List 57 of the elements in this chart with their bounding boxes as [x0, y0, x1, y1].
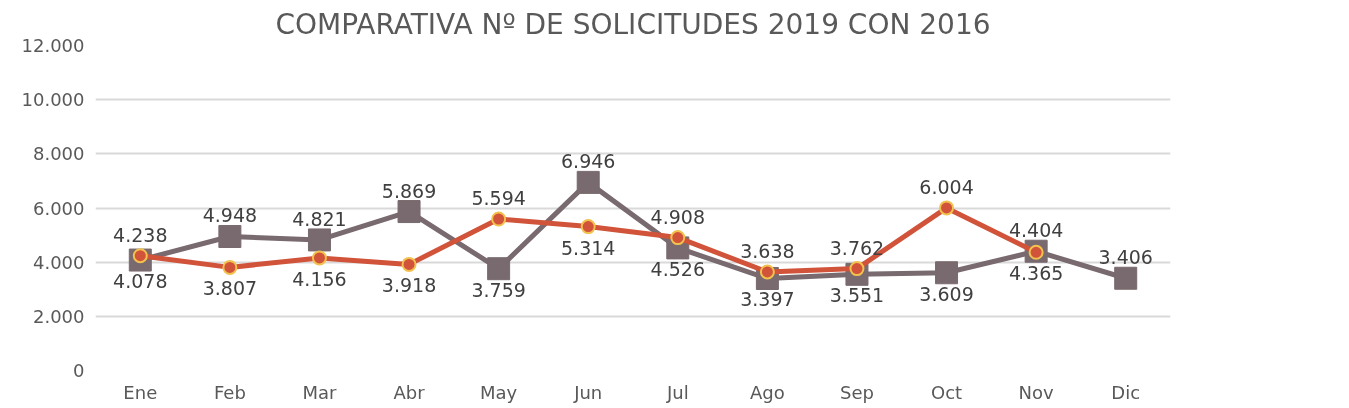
data-label: 3.807: [202, 277, 258, 300]
point: [580, 219, 596, 235]
y-tick-label: 6.000: [32, 197, 85, 219]
y-tick-label: 4.000: [32, 251, 85, 273]
data-label: 4.908: [650, 205, 705, 228]
point: [222, 259, 238, 275]
data-label: 4.404: [1008, 219, 1064, 242]
data-label: 4.948: [202, 204, 258, 227]
data-label: 5.869: [381, 179, 437, 202]
data-label: 4.078: [113, 270, 168, 293]
data-label: 3.918: [381, 274, 437, 297]
data-label: 4.238: [113, 223, 168, 246]
x-tick-label: Ago: [750, 381, 785, 403]
data-label: 3.759: [471, 278, 526, 301]
point: [311, 250, 327, 266]
point: [935, 261, 959, 285]
data-label: 3.609: [919, 282, 974, 305]
x-tick-label: Abr: [393, 381, 426, 403]
y-tick-label: 12.000: [21, 35, 85, 56]
point: [218, 224, 242, 248]
point: [939, 200, 955, 216]
data-label: 5.594: [471, 187, 526, 209]
data-label: 3.406: [1098, 246, 1153, 269]
point: [397, 200, 421, 224]
point: [1114, 266, 1138, 290]
x-tick-label: May: [480, 381, 518, 403]
chart-title: COMPARATIVA Nº DE SOLICITUDES 2019 CON 2016: [275, 7, 991, 41]
x-tick-label: Sep: [840, 381, 874, 403]
data-label: 3.397: [740, 288, 795, 311]
y-tick-label: 2.000: [32, 305, 85, 327]
x-tick-label: Feb: [213, 381, 246, 403]
x-tick-label: Jul: [665, 381, 689, 403]
x-tick-label: Jun: [573, 381, 603, 403]
data-label: 5.314: [561, 236, 616, 259]
data-label: 3.551: [829, 284, 885, 307]
point: [487, 257, 511, 281]
y-tick-label: 0: [73, 360, 85, 381]
data-label: 6.004: [919, 175, 974, 198]
point: [576, 170, 600, 194]
x-tick-label: Mar: [302, 381, 338, 403]
data-label: 3.762: [829, 236, 885, 259]
point: [670, 230, 686, 246]
x-tick-label: Oct: [930, 381, 963, 403]
data-label: 4.156: [292, 267, 347, 290]
point: [491, 211, 507, 227]
x-tick-label: Ene: [123, 381, 158, 403]
x-tick-label: Dic: [1111, 381, 1141, 403]
point: [307, 228, 331, 252]
y-tick-label: 8.000: [32, 143, 85, 165]
data-label: 4.526: [650, 257, 705, 280]
data-label: 3.638: [740, 239, 795, 262]
data-label: 4.365: [1008, 262, 1064, 285]
data-label: 4.821: [292, 207, 347, 230]
data-label: 6.946: [561, 150, 616, 173]
y-tick-label: 10.000: [21, 89, 85, 111]
point: [401, 256, 417, 272]
x-tick-label: Nov: [1018, 381, 1055, 403]
